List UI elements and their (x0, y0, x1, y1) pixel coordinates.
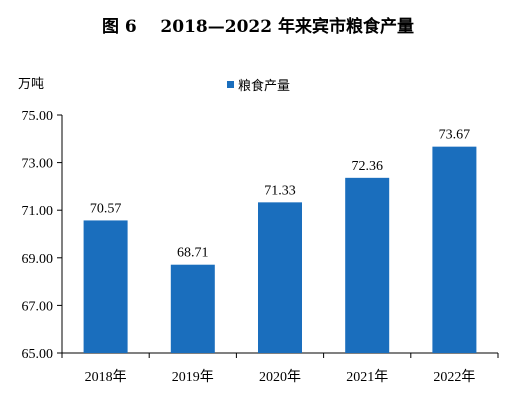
y-tick-label: 71.00 (22, 204, 54, 219)
x-category-label: 2021年 (346, 369, 388, 385)
x-category-label: 2019年 (172, 369, 214, 385)
data-label: 68.71 (177, 246, 209, 261)
y-tick-label: 67.00 (22, 299, 54, 314)
data-label: 71.33 (264, 183, 296, 198)
bar (345, 177, 390, 353)
bar (258, 202, 302, 353)
y-axis: 65.00 67.00 69.00 71.00 73.00 75.00 (22, 109, 63, 362)
y-tick-label: 73.00 (22, 157, 54, 172)
data-label: 72.36 (351, 159, 383, 174)
y-tick-label: 69.00 (22, 252, 54, 267)
bar (170, 264, 215, 353)
data-label: 73.67 (439, 128, 471, 143)
x-category-label: 2018年 (85, 369, 127, 385)
data-labels: 70.57 68.71 71.33 72.36 73.67 (90, 128, 470, 261)
x-axis: 2018年 2019年 2020年 2021年 2022年 (61, 352, 499, 385)
x-category-label: 2022年 (433, 369, 475, 385)
data-label: 70.57 (90, 201, 122, 216)
bars (83, 146, 477, 353)
bar (432, 146, 477, 353)
y-tick-label: 75.00 (22, 109, 54, 124)
y-tick-label: 65.00 (22, 347, 54, 362)
x-category-label: 2020年 (259, 369, 301, 385)
bar (83, 220, 128, 353)
legend: 粮食产量 (227, 78, 290, 94)
y-axis-unit-label: 万吨 (18, 77, 44, 92)
chart-title: 图 6 2018—2022 年来宾市粮食产量 (102, 16, 414, 37)
legend-swatch (227, 81, 234, 88)
legend-label: 粮食产量 (238, 78, 290, 94)
